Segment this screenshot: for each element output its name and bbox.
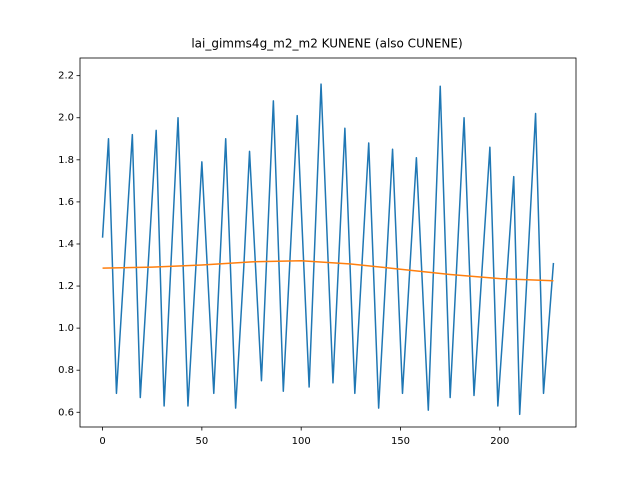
y-tick-label: 2.0 xyxy=(58,113,74,124)
x-tick-label: 0 xyxy=(99,436,105,447)
x-tick-label: 200 xyxy=(490,436,509,447)
y-tick-label: 1.4 xyxy=(58,239,74,250)
chart-title: lai_gimms4g_m2_m2 KUNENE (also CUNENE) xyxy=(191,37,462,51)
y-tick-label: 1.2 xyxy=(58,281,74,292)
x-tick-label: 100 xyxy=(292,436,311,447)
y-tick-label: 1.8 xyxy=(58,155,74,166)
series-line xyxy=(101,83,555,416)
y-tick-label: 1.6 xyxy=(58,197,74,208)
y-tick-label: 0.8 xyxy=(58,365,74,376)
y-tick-label: 0.6 xyxy=(58,407,74,418)
plot-frame xyxy=(79,57,577,428)
y-tick-label: 2.2 xyxy=(58,71,74,82)
x-tick-label: 150 xyxy=(391,436,410,447)
x-tick-label: 50 xyxy=(195,436,208,447)
y-tick-label: 1.0 xyxy=(58,323,74,334)
series-line xyxy=(102,260,554,282)
